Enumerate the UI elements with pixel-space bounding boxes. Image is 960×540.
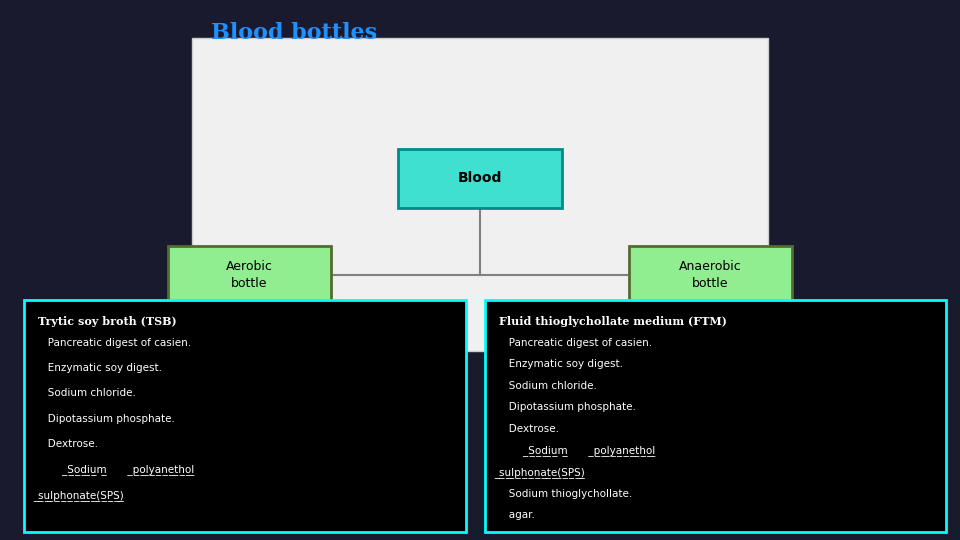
Text: Pancreatic digest of casien.: Pancreatic digest of casien. <box>499 338 653 348</box>
Text: Enzymatic soy digest.: Enzymatic soy digest. <box>499 359 623 369</box>
FancyBboxPatch shape <box>192 38 768 351</box>
Text: Dipotassium phosphate.: Dipotassium phosphate. <box>499 402 636 413</box>
Text: Blood: Blood <box>458 171 502 185</box>
Text: Dipotassium phosphate.: Dipotassium phosphate. <box>38 414 176 424</box>
Text: Dextrose.: Dextrose. <box>499 424 559 434</box>
Text: Trytic soy broth (TSB): Trytic soy broth (TSB) <box>38 316 177 327</box>
Text: Pancreatic digest of casien.: Pancreatic digest of casien. <box>38 338 192 348</box>
Text: Enzymatic soy digest.: Enzymatic soy digest. <box>38 363 162 373</box>
Text: Anaerobic
bottle: Anaerobic bottle <box>679 260 742 291</box>
Text: Fluid thioglychollate medium (FTM): Fluid thioglychollate medium (FTM) <box>499 316 727 327</box>
Text: Aerobic
bottle: Aerobic bottle <box>227 260 273 291</box>
Text: Blood bottles: Blood bottles <box>211 22 377 44</box>
FancyBboxPatch shape <box>485 300 946 532</box>
Text: ̲s̲u̲l̲p̲h̲o̲n̲a̲t̲e̲(̲S̲P̲S̲)̲: ̲s̲u̲l̲p̲h̲o̲n̲a̲t̲e̲(̲S̲P̲S̲)̲ <box>38 490 124 501</box>
FancyBboxPatch shape <box>168 246 331 305</box>
Text: ̲S̲o̲d̲i̲u̲m̲        ̲p̲o̲l̲y̲a̲n̲e̲t̲h̲o̲l̲: ̲S̲o̲d̲i̲u̲m̲ ̲p̲o̲l̲y̲a̲n̲e̲t̲h̲o̲l̲ <box>38 464 195 475</box>
Text: ̲S̲o̲d̲i̲u̲m̲        ̲p̲o̲l̲y̲a̲n̲e̲t̲h̲o̲l̲: ̲S̲o̲d̲i̲u̲m̲ ̲p̲o̲l̲y̲a̲n̲e̲t̲h̲o̲l̲ <box>499 446 656 456</box>
Text: ̲s̲u̲l̲p̲h̲o̲n̲a̲t̲e̲(̲S̲P̲S̲)̲: ̲s̲u̲l̲p̲h̲o̲n̲a̲t̲e̲(̲S̲P̲S̲)̲ <box>499 467 585 478</box>
Text: agar.: agar. <box>499 510 535 521</box>
FancyBboxPatch shape <box>398 148 562 208</box>
Text: Sodium thioglychollate.: Sodium thioglychollate. <box>499 489 633 499</box>
FancyBboxPatch shape <box>24 300 466 532</box>
FancyBboxPatch shape <box>629 246 792 305</box>
Text: Sodium chloride.: Sodium chloride. <box>38 388 136 399</box>
Text: Dextrose.: Dextrose. <box>38 439 99 449</box>
Text: Sodium chloride.: Sodium chloride. <box>499 381 597 391</box>
